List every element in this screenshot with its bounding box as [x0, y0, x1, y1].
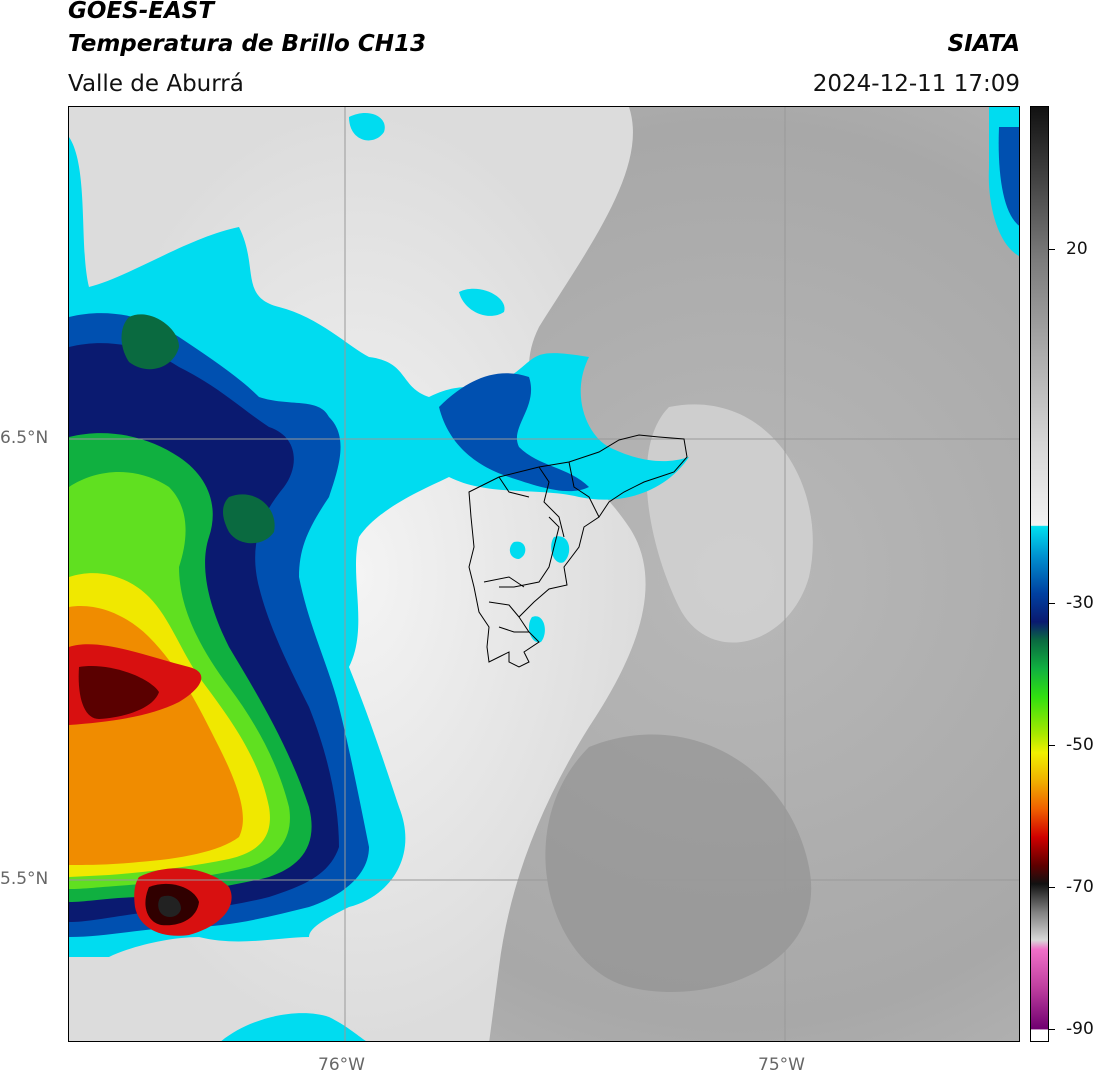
cloud-black-core-south [158, 895, 181, 917]
lat-label-6-5: 6.5°N [0, 428, 49, 448]
satellite-map[interactable] [68, 106, 1020, 1042]
cloud-darkgreen-blob [121, 314, 179, 370]
cb-label-minus30: -30 [1066, 593, 1094, 613]
cloud-darkred-north [78, 666, 159, 719]
cloud-cyan-valley-3 [509, 541, 526, 559]
cloud-blue-east [998, 127, 1019, 226]
cb-label-minus50: -50 [1066, 735, 1094, 755]
cloud-darkgreen-blob-2 [223, 494, 275, 544]
cloud-cyan-south [221, 1013, 366, 1041]
cb-tick-20 [1049, 249, 1055, 250]
gray-patch-center [545, 734, 812, 992]
product-title: Temperatura de Brillo CH13 [68, 31, 426, 57]
cloud-cyan-valley-1 [551, 536, 570, 563]
cb-label-minus70: -70 [1066, 877, 1094, 897]
cloud-cyan-small-2 [459, 288, 505, 316]
agency-label: SIATA [947, 31, 1020, 57]
lon-label-76w: 76°W [318, 1055, 365, 1075]
valle-de-aburra-boundary [468, 434, 688, 668]
cb-tick-minus50 [1049, 745, 1055, 746]
municipal-borders [483, 461, 600, 633]
map-canvas [69, 107, 1019, 1041]
datetime-label: 2024-12-11 17:09 [812, 71, 1020, 97]
temperature-colorbar [1030, 106, 1049, 1042]
lat-label-5-5: 5.5°N [0, 869, 49, 889]
satellite-title: GOES-EAST [68, 0, 215, 24]
colorbar-gradient [1031, 107, 1048, 1041]
cloud-cyan-small-1 [349, 112, 385, 141]
cb-tick-minus70 [1049, 887, 1055, 888]
lon-label-75w: 75°W [758, 1055, 805, 1075]
cb-tick-minus90 [1049, 1029, 1055, 1030]
light-patch-east [646, 404, 813, 643]
cb-label-minus90: -90 [1066, 1019, 1094, 1039]
cb-tick-minus30 [1049, 603, 1055, 604]
cb-label-20: 20 [1066, 239, 1088, 259]
cloud-blue-north [439, 373, 589, 492]
region-subtitle: Valle de Aburrá [68, 71, 244, 97]
